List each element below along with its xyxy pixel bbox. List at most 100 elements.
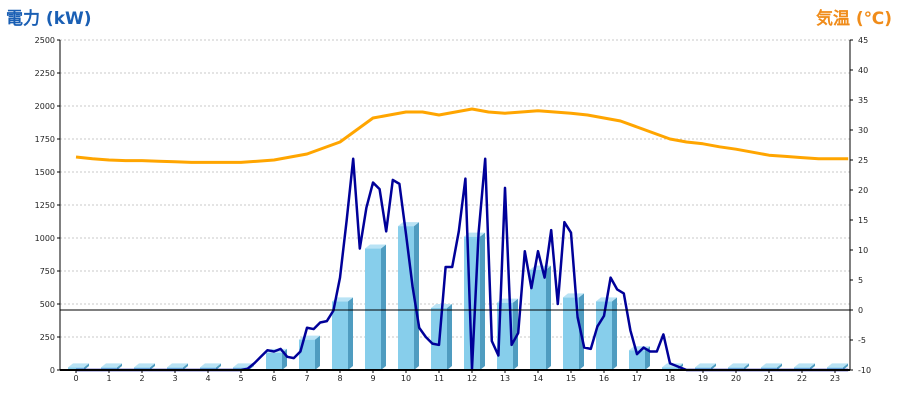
x-tick-11: 11: [434, 374, 444, 383]
bar-side: [348, 297, 353, 370]
bar-hour-1: [101, 363, 122, 370]
bar-hour-9: [365, 244, 386, 370]
hourly-bars: [68, 222, 848, 370]
left-tick-500: 500: [40, 300, 55, 309]
x-tick-2: 2: [139, 374, 144, 383]
bar-hour-20: [728, 363, 749, 370]
bar-side: [843, 363, 848, 370]
bar-top: [167, 363, 188, 368]
bar-top: [695, 363, 716, 368]
x-tick-10: 10: [401, 374, 411, 383]
right-axis-title: 気温 (℃): [815, 9, 892, 29]
bar-face: [299, 339, 315, 370]
bar-side: [381, 244, 386, 370]
bar-top: [398, 222, 419, 227]
bar-face: [596, 301, 612, 370]
bar-side: [711, 363, 716, 370]
bar-face: [398, 226, 414, 370]
bar-side: [480, 232, 485, 370]
bar-face: [134, 367, 150, 370]
bar-top: [134, 363, 155, 368]
bar-face: [233, 367, 249, 370]
left-tick-250: 250: [40, 333, 55, 342]
right-tick--5: -5: [858, 336, 866, 345]
x-tick-15: 15: [566, 374, 576, 383]
x-tick-4: 4: [205, 374, 210, 383]
bar-face: [68, 367, 84, 370]
x-tick-3: 3: [172, 374, 177, 383]
axes: [57, 39, 853, 373]
bar-face: [662, 367, 678, 370]
x-tick-20: 20: [731, 374, 741, 383]
bar-face: [695, 367, 711, 370]
left-tick-0: 0: [50, 366, 55, 375]
left-tick-1500: 1500: [35, 168, 55, 177]
bar-top: [761, 363, 782, 368]
left-tick-1250: 1250: [35, 201, 55, 210]
bar-face: [332, 301, 348, 370]
bar-face: [530, 269, 546, 370]
left-tick-1750: 1750: [35, 135, 55, 144]
bar-side: [414, 222, 419, 370]
left-tick-2500: 2500: [35, 36, 55, 45]
x-tick-23: 23: [830, 374, 840, 383]
bar-top: [101, 363, 122, 368]
x-tick-8: 8: [337, 374, 342, 383]
bar-top: [497, 298, 518, 303]
right-tick-10: 10: [858, 246, 868, 255]
bar-hour-21: [761, 363, 782, 370]
bar-hour-4: [200, 363, 221, 370]
x-tick-5: 5: [238, 374, 243, 383]
right-tick-25: 25: [858, 156, 868, 165]
left-tick-2250: 2250: [35, 69, 55, 78]
bar-side: [216, 363, 221, 370]
x-tick-17: 17: [632, 374, 642, 383]
right-tick-15: 15: [858, 216, 868, 225]
left-tick-2000: 2000: [35, 102, 55, 111]
right-tick-20: 20: [858, 186, 868, 195]
bar-side: [117, 363, 122, 370]
x-tick-7: 7: [304, 374, 309, 383]
bar-hour-8: [332, 297, 353, 370]
bar-hour-3: [167, 363, 188, 370]
bar-hour-14: [530, 265, 551, 370]
bar-hour-19: [695, 363, 716, 370]
x-tick-18: 18: [665, 374, 675, 383]
bar-side: [513, 298, 518, 370]
x-tick-22: 22: [797, 374, 807, 383]
bar-side: [777, 363, 782, 370]
tick-labels: 02505007501000125015001750200022502500-1…: [35, 36, 871, 383]
x-tick-16: 16: [599, 374, 609, 383]
bar-side: [447, 303, 452, 370]
temperature-line: [75, 107, 849, 164]
bar-side: [84, 363, 89, 370]
bar-side: [150, 363, 155, 370]
bar-top: [728, 363, 749, 368]
x-tick-19: 19: [698, 374, 708, 383]
bar-hour-23: [827, 363, 848, 370]
bar-face: [200, 367, 216, 370]
bar-face: [101, 367, 117, 370]
bar-side: [315, 335, 320, 370]
bar-face: [629, 350, 645, 370]
left-axis-title: 電力 (kW): [6, 9, 92, 29]
gridlines: [60, 39, 850, 371]
x-tick-6: 6: [271, 374, 276, 383]
right-tick--10: -10: [858, 366, 871, 375]
left-tick-1000: 1000: [35, 234, 55, 243]
x-tick-1: 1: [106, 374, 111, 383]
bar-side: [744, 363, 749, 370]
x-tick-12: 12: [467, 374, 477, 383]
right-tick-5: 5: [858, 276, 863, 285]
bar-face: [563, 297, 579, 370]
bar-top: [827, 363, 848, 368]
bar-face: [827, 367, 843, 370]
bar-face: [728, 367, 744, 370]
bar-top: [68, 363, 89, 368]
bar-face: [794, 367, 810, 370]
x-tick-14: 14: [533, 374, 543, 383]
bar-face: [365, 248, 381, 370]
power-line: [76, 157, 849, 372]
series-lines: [75, 107, 849, 372]
